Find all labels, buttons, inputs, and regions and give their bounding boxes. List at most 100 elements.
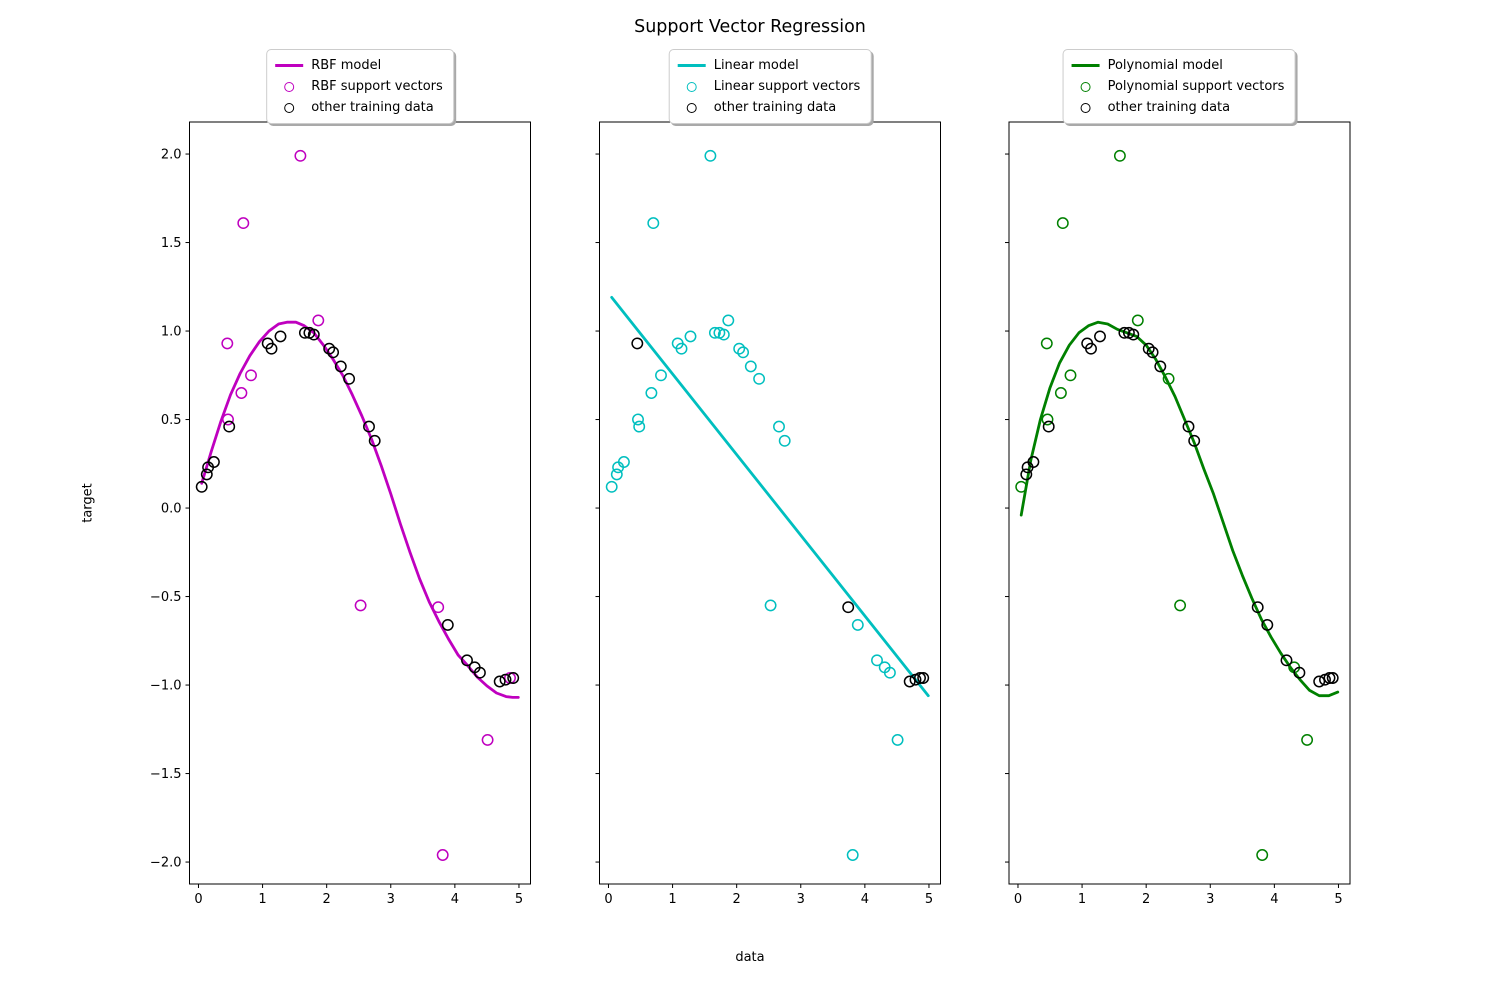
training-data-point — [1182, 420, 1195, 433]
training-data-point — [1313, 675, 1326, 688]
training-data-point — [1020, 468, 1033, 481]
polynomial-line-swatch-icon — [1071, 64, 1100, 67]
linear-line-swatch-icon — [677, 64, 706, 67]
training-data-point — [200, 468, 213, 481]
support-vector-point — [708, 326, 721, 339]
legend-entry-rbf-support-vectors: RBF support vectors — [275, 76, 443, 97]
y-tick-label: −1.5 — [150, 767, 182, 782]
y-tick-label: 1.0 — [161, 325, 182, 340]
x-tick-label: 1 — [668, 892, 676, 907]
support-vector-point — [753, 372, 766, 385]
training-data-point — [1127, 328, 1140, 341]
training-data-point — [1146, 346, 1159, 359]
support-vector-point — [733, 342, 746, 355]
training-data-point — [1251, 601, 1264, 614]
support-vector-point — [647, 217, 660, 230]
legend-label: RBF model — [311, 57, 382, 73]
training-data-point — [631, 337, 644, 350]
x-tick-label: 5 — [1334, 892, 1342, 907]
support-vector-point — [1056, 217, 1069, 230]
training-data-point — [499, 673, 512, 686]
x-tick-label: 5 — [925, 892, 933, 907]
training-data-point — [363, 420, 375, 433]
legend-rbf: RBF model RBF support vectors other trai… — [266, 49, 454, 124]
x-tick-label: 0 — [194, 892, 202, 907]
legend-label: RBF support vectors — [311, 78, 443, 94]
support-vector-point — [883, 666, 896, 679]
training-data-point — [207, 456, 220, 468]
training-data-point — [298, 326, 311, 339]
subplot-polynomial: 0 1 2 3 4 5 — [1005, 121, 1351, 907]
support-vector-point — [633, 420, 646, 433]
x-tick-label: 2 — [323, 892, 331, 907]
x-tick-label: 4 — [861, 892, 869, 907]
support-vector-point — [222, 413, 234, 426]
support-vector-point — [632, 413, 644, 426]
x-tick-label: 3 — [387, 892, 395, 907]
support-vector-point — [221, 337, 234, 350]
training-data-point — [265, 342, 278, 355]
model-curve-rbf — [200, 320, 520, 699]
training-data-point — [842, 601, 855, 614]
y-tick-label: 0.0 — [161, 502, 182, 517]
x-tick-label: 1 — [258, 892, 266, 907]
x-tick-label: 0 — [604, 892, 612, 907]
support-vector-point — [851, 618, 864, 631]
training-data-point — [274, 330, 287, 343]
support-vector-point — [871, 654, 883, 667]
training-data-point — [327, 346, 340, 359]
linear-marker-swatch-icon — [686, 81, 697, 92]
training-data-point — [1188, 434, 1201, 447]
support-vector-point — [846, 849, 859, 861]
support-vector-point — [436, 849, 449, 861]
support-vector-point — [1113, 149, 1126, 162]
legend-entry-rbf-model: RBF model — [275, 55, 443, 76]
support-vector-point — [675, 342, 688, 355]
x-axis-label: data — [735, 950, 765, 965]
legend-linear: Linear model Linear support vectors othe… — [668, 49, 872, 124]
support-vector-point — [1064, 369, 1077, 382]
model-curve-polynomial — [1019, 320, 1340, 698]
training-data-point — [307, 328, 320, 341]
support-vector-point — [1054, 387, 1067, 399]
subplot-rbf: 0 1 2 3 4 5 −2.0 −1.5 −1.0 −0.5 0.0 0.5 1.0 1.5 2.0 — [150, 121, 531, 907]
other-marker-swatch-icon — [686, 102, 697, 113]
training-data-point — [461, 654, 473, 667]
y-tick-label: 1.5 — [161, 236, 182, 251]
training-data-point — [473, 666, 486, 679]
training-data-point — [507, 672, 520, 684]
x-tick-label: 2 — [1142, 892, 1150, 907]
support-vector-point — [245, 369, 257, 382]
x-tick-label: 3 — [1206, 892, 1214, 907]
legend-label: Polynomial model — [1107, 57, 1223, 73]
subplot-linear: 0 1 2 3 4 5 — [595, 121, 941, 907]
training-data-point — [1326, 672, 1339, 684]
support-vector-point — [1015, 480, 1028, 493]
other-marker-swatch-icon — [284, 102, 295, 113]
x-tick-label: 1 — [1078, 892, 1086, 907]
legend-entry-other-training-data: other training data — [678, 97, 861, 118]
training-data-point — [343, 372, 356, 385]
support-vector-point — [617, 456, 630, 468]
legend-entry-polynomial-model: Polynomial model — [1071, 55, 1285, 76]
y-tick-label: −2.0 — [150, 856, 182, 871]
support-vector-point — [1040, 337, 1053, 350]
training-data-point — [903, 675, 916, 688]
support-vector-point — [1301, 733, 1314, 746]
legend-label: Linear model — [713, 57, 799, 73]
training-data-point — [441, 618, 454, 631]
support-vector-point — [778, 434, 791, 447]
training-data-point — [1085, 342, 1097, 355]
y-tick-label: 2.0 — [161, 148, 182, 163]
support-vector-point — [764, 599, 777, 612]
support-vector-point — [1162, 372, 1175, 385]
y-tick-label: −0.5 — [150, 590, 182, 605]
model-curve-linear — [610, 296, 930, 698]
training-data-point — [1027, 456, 1040, 468]
support-vector-point — [684, 330, 697, 343]
legend-polynomial: Polynomial model Polynomial support vect… — [1062, 49, 1296, 124]
y-tick-label: 0.5 — [161, 413, 182, 428]
axes-frame — [599, 121, 941, 885]
x-tick-label: 3 — [797, 892, 805, 907]
